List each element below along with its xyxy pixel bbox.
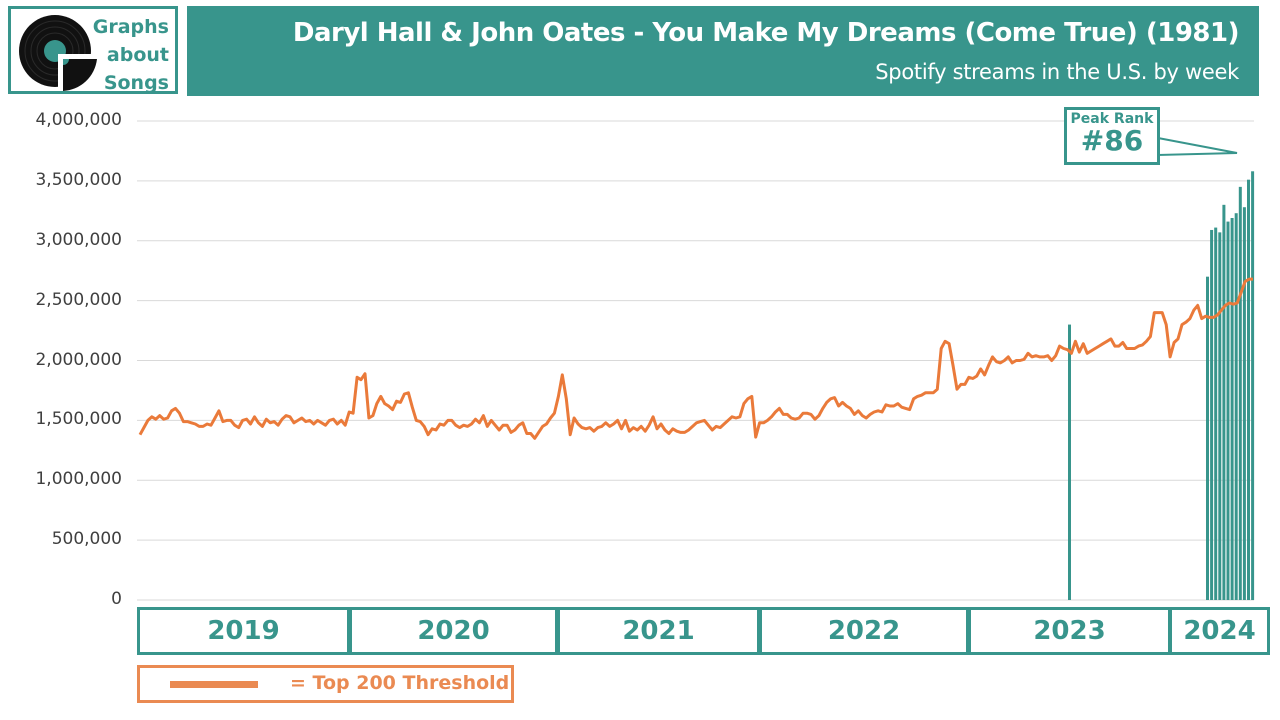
stream-bar: [1214, 227, 1218, 600]
y-tick-label: 3,500,000: [35, 169, 122, 190]
y-tick-label: 1,500,000: [35, 409, 122, 430]
stream-bar: [1234, 213, 1238, 600]
logo-line-2: about: [106, 44, 169, 66]
stream-bar: [1238, 186, 1242, 601]
stream-bar: [1210, 229, 1214, 600]
stream-bar: [1218, 232, 1222, 600]
logo-line-1: Graphs: [92, 16, 169, 38]
year-label-2022: 2022: [759, 607, 969, 655]
legend-line-swatch: [170, 681, 258, 688]
legend-label: = Top 200 Threshold: [290, 672, 510, 694]
peak-rank-callout: Peak Rank #86: [1064, 107, 1160, 165]
chart-header: Daryl Hall & John Oates - You Make My Dr…: [187, 6, 1259, 96]
logo-text: Graphs about Songs: [93, 13, 169, 97]
gridlines: [137, 120, 1254, 601]
stream-bar: [1242, 207, 1246, 600]
stream-bar: [1222, 204, 1226, 600]
stream-bar: [1230, 217, 1234, 600]
callout-pointer: [1157, 136, 1238, 157]
stream-bar: [1206, 276, 1209, 600]
stream-bar: [1068, 324, 1071, 600]
y-tick-label: 2,500,000: [35, 289, 122, 310]
peak-rank-label: Peak Rank: [1070, 111, 1154, 127]
stream-bars: [1068, 171, 1255, 601]
graphs-about-songs-logo: Graphs about Songs: [8, 6, 178, 94]
peak-rank-value: #86: [1080, 124, 1144, 157]
stream-bar: [1251, 171, 1255, 601]
year-label-2024: 2024: [1169, 607, 1270, 655]
stream-bar: [1226, 221, 1230, 600]
logo-line-3: Songs: [103, 72, 169, 94]
vinyl-record-icon: [19, 15, 97, 91]
y-tick-label: 3,000,000: [35, 229, 122, 250]
year-label-2020: 2020: [349, 607, 558, 655]
year-label-2019: 2019: [137, 607, 350, 655]
year-label-2023: 2023: [968, 607, 1171, 655]
chart-subtitle: Spotify streams in the U.S. by week: [875, 60, 1239, 84]
chart-title: Daryl Hall & John Oates - You Make My Dr…: [292, 18, 1240, 48]
stream-bar: [1247, 179, 1250, 601]
y-tick-label: 2,000,000: [35, 349, 122, 370]
year-label-2021: 2021: [557, 607, 760, 655]
y-tick-label: 0: [111, 589, 122, 609]
y-tick-label: 500,000: [51, 529, 122, 550]
y-tick-label: 1,000,000: [35, 469, 122, 490]
legend: = Top 200 Threshold: [137, 665, 514, 703]
top-200-threshold-line: [138, 277, 1253, 440]
y-tick-label: 4,000,000: [35, 110, 122, 130]
